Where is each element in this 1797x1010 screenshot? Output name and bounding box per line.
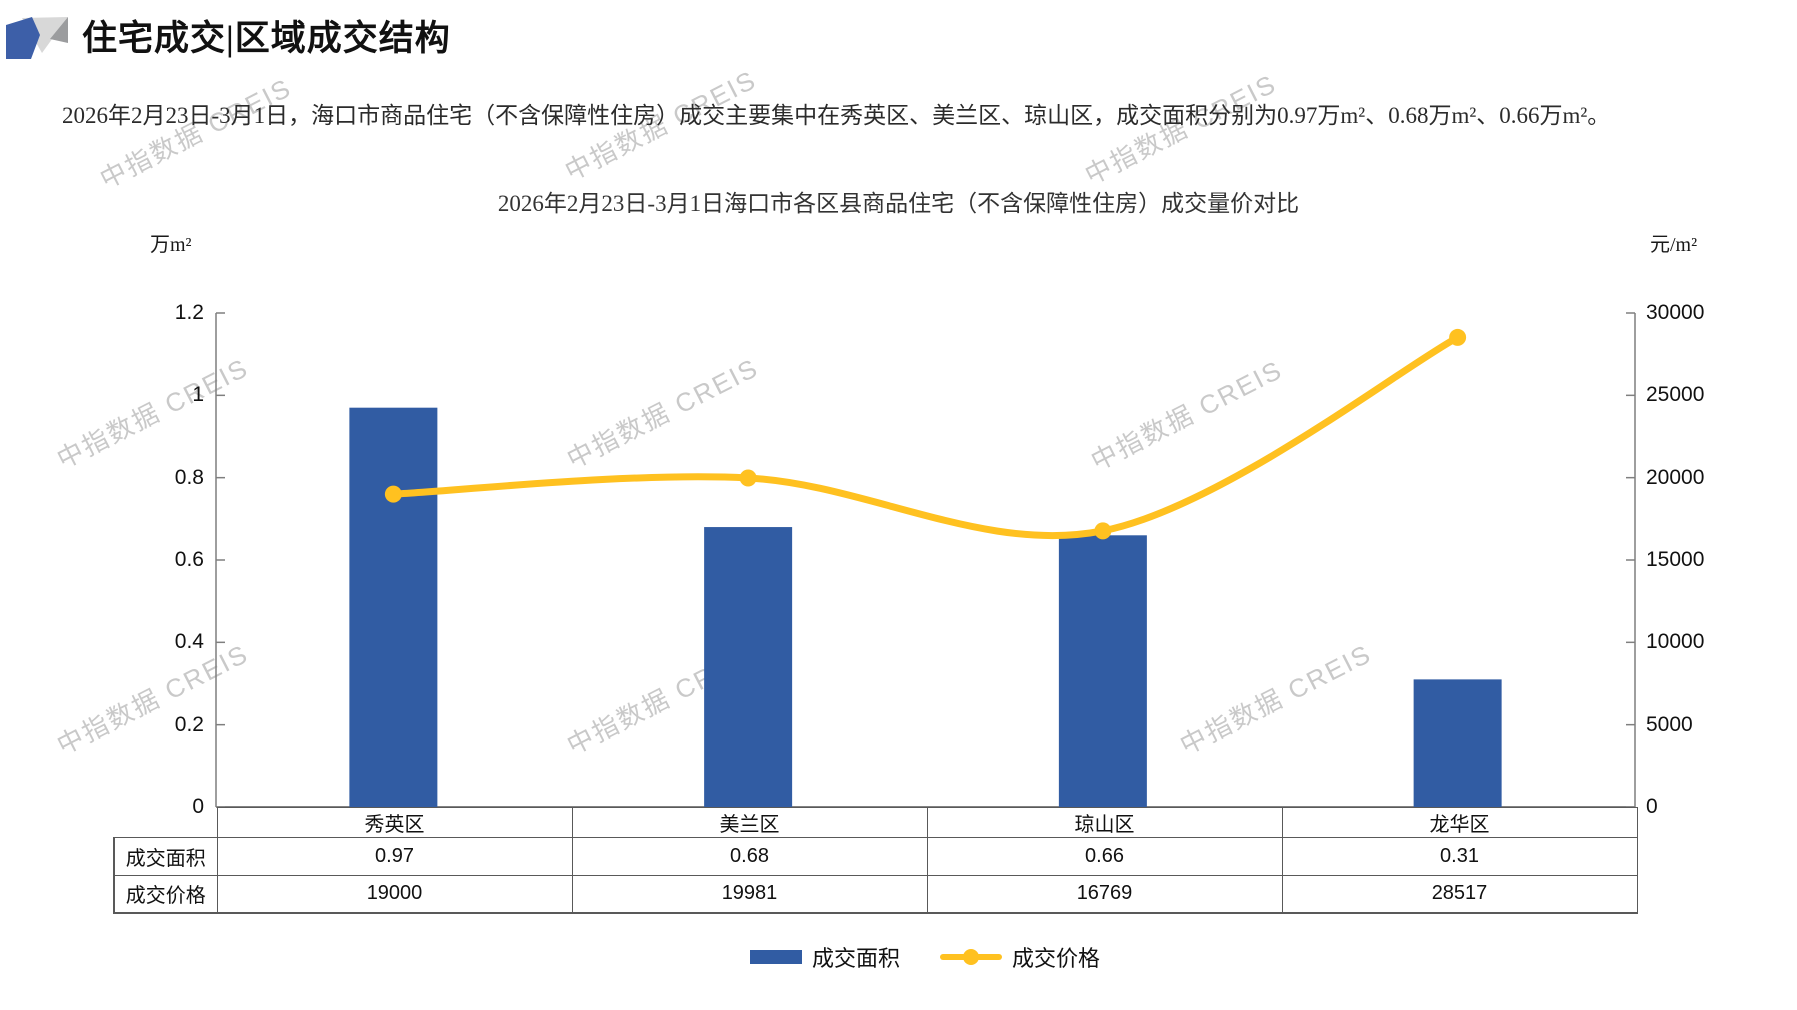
- table-category-cell: 龙华区: [1281, 807, 1638, 838]
- table-value-cell: 28517: [1281, 875, 1638, 914]
- summary-paragraph: 2026年2月23日-3月1日，海口市商品住宅（不含保障性住房）成交主要集中在秀…: [62, 103, 1611, 128]
- left-axis-unit-label: 万m²: [150, 234, 192, 256]
- left-axis-tick-label: 0: [192, 795, 204, 818]
- price-point-琼山区: [1094, 522, 1112, 540]
- right-axis-tick-label: 5000: [1646, 713, 1693, 736]
- table-area-row: 成交面积 0.97 0.68 0.66 0.31: [113, 837, 1638, 876]
- price-point-秀英区: [384, 485, 402, 503]
- chart-legend: 成交面积 成交价格: [0, 940, 1797, 974]
- left-axis-tick-label: 0.4: [174, 630, 204, 653]
- chart-title: 2026年2月23日-3月1日海口市各区县商品住宅（不含保障性住房）成交量价对比: [497, 191, 1300, 216]
- legend-item-price: 成交价格: [940, 941, 1100, 973]
- left-axis-tick-label: 1: [192, 383, 204, 406]
- table-value-cell: 0.68: [571, 837, 928, 876]
- table-value-cell: 16769: [926, 875, 1283, 914]
- table-category-cell: 琼山区: [926, 807, 1283, 838]
- price-line: [389, 333, 1462, 540]
- table-value-cell: 19981: [571, 875, 928, 914]
- data-table: 秀英区 美兰区 琼山区 龙华区 成交面积 0.97 0.68 0.66 0.31…: [113, 807, 1638, 914]
- left-axis-tick-label: 0.8: [174, 466, 204, 489]
- right-axis-tick-label: 30000: [1646, 301, 1705, 324]
- page-title: 住宅成交|区域成交结构: [82, 19, 451, 58]
- price-point-美兰区: [739, 469, 757, 487]
- table-price-row: 成交价格 19000 19981 16769 28517: [113, 875, 1638, 914]
- table-row-header: 成交面积: [113, 837, 218, 876]
- legend-label: 成交价格: [1012, 946, 1101, 971]
- bar-swatch-icon: [749, 950, 802, 964]
- left-axis-tick-label: 0.6: [174, 548, 204, 571]
- table-value-cell: 0.97: [216, 837, 573, 876]
- table-value-cell: 0.31: [1281, 837, 1638, 876]
- left-axis-tick-label: 1.2: [174, 301, 204, 324]
- table-category-row: 秀英区 美兰区 琼山区 龙华区: [114, 807, 1638, 838]
- right-axis-tick-label: 15000: [1646, 548, 1705, 571]
- bar-琼山区: [1058, 535, 1147, 807]
- legend-item-area: 成交面积: [749, 941, 900, 973]
- price-point-龙华区: [1449, 328, 1467, 346]
- table-category-cell: 美兰区: [571, 807, 928, 838]
- right-axis-tick-label: 20000: [1646, 466, 1705, 489]
- table-value-cell: 0.66: [926, 837, 1283, 876]
- bar-美兰区: [704, 527, 793, 807]
- left-axis-tick-label: 0.2: [174, 713, 204, 736]
- table-value-cell: 19000: [216, 875, 573, 914]
- bar-秀英区: [349, 407, 438, 807]
- table-blank-cell: [114, 808, 217, 838]
- right-axis-tick-label: 25000: [1646, 383, 1705, 406]
- line-swatch-icon: [940, 948, 1002, 966]
- table-row-header: 成交价格: [113, 875, 218, 914]
- legend-label: 成交面积: [811, 946, 900, 971]
- right-axis-unit-label: 元/m²: [1650, 234, 1698, 256]
- right-axis-tick-label: 10000: [1646, 630, 1705, 653]
- bar-龙华区: [1413, 679, 1502, 807]
- table-category-cell: 秀英区: [216, 807, 573, 838]
- right-axis-tick-label: 0: [1646, 795, 1658, 818]
- creis-logo-icon: [6, 17, 68, 59]
